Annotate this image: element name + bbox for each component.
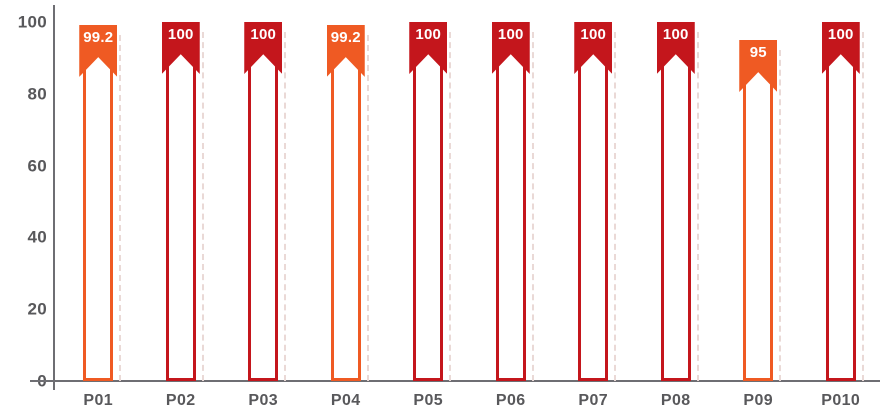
bar-dashed-guide: [531, 32, 534, 381]
bar-value-marker[interactable]: 100: [491, 22, 530, 74]
bar-dashed-guide: [201, 32, 204, 381]
x-axis-tick-label: P01: [83, 392, 114, 409]
bar-value-label: 100: [662, 26, 689, 43]
bar-column[interactable]: [413, 22, 444, 381]
x-axis-tick-label: P05: [413, 392, 444, 409]
bar-dashed-guide: [284, 32, 287, 381]
bar-value-label: 99.2: [83, 28, 114, 46]
bar-value-label: 95: [749, 43, 767, 61]
bar-dashed-guide: [366, 34, 369, 381]
bar-value-marker[interactable]: 100: [409, 22, 448, 74]
bar-value-label: 100: [827, 26, 854, 43]
bar-dashed-guide: [614, 32, 617, 381]
x-axis-tick-label: P04: [330, 392, 361, 409]
bar-column[interactable]: [248, 22, 279, 381]
bar-value-label: 100: [497, 26, 524, 43]
bar-column[interactable]: [495, 22, 526, 381]
bar-value-label: 99.2: [330, 28, 361, 46]
bar-column[interactable]: [83, 24, 114, 381]
y-axis-tick-labels: 100806040200: [0, 0, 47, 420]
bar-column[interactable]: [578, 22, 609, 381]
bar-column[interactable]: [743, 39, 774, 381]
bar-value-label: 100: [415, 26, 442, 43]
bar-value-marker[interactable]: 99.2: [326, 24, 365, 77]
x-axis-tick-label: P010: [821, 392, 861, 409]
bar-dashed-guide: [119, 34, 122, 381]
y-axis-tick-label: 100: [17, 12, 47, 32]
bar-column[interactable]: [165, 22, 196, 381]
x-axis-tick-label: P06: [495, 392, 526, 409]
bar-dashed-guide: [861, 32, 864, 381]
bar-value-label: 100: [580, 26, 607, 43]
x-axis-line: [30, 380, 880, 382]
bar-value-label: 100: [250, 26, 277, 43]
bar-value-label: 100: [167, 26, 194, 43]
bar-column[interactable]: [825, 22, 856, 381]
x-axis-tick-label: P09: [743, 392, 774, 409]
y-axis-tick-label: 80: [27, 84, 47, 104]
bar-dashed-guide: [696, 32, 699, 381]
x-axis-tick-label: P02: [165, 392, 196, 409]
plot-area: 99.2 100 100 99.2 100 100 100 100 95 100: [55, 0, 880, 420]
y-axis-tick-label: 40: [27, 227, 47, 247]
bar-column[interactable]: [330, 24, 361, 381]
bar-dashed-guide: [779, 49, 782, 381]
y-axis-tick-label: 20: [27, 299, 47, 319]
y-axis-line: [53, 5, 55, 390]
y-axis-tick-label: 60: [27, 156, 47, 176]
bar-column[interactable]: [660, 22, 691, 381]
x-axis-tick-label: P08: [660, 392, 691, 409]
bar-dashed-guide: [449, 32, 452, 381]
x-axis-tick-label: P03: [248, 392, 279, 409]
x-axis-tick-label: P07: [578, 392, 609, 409]
